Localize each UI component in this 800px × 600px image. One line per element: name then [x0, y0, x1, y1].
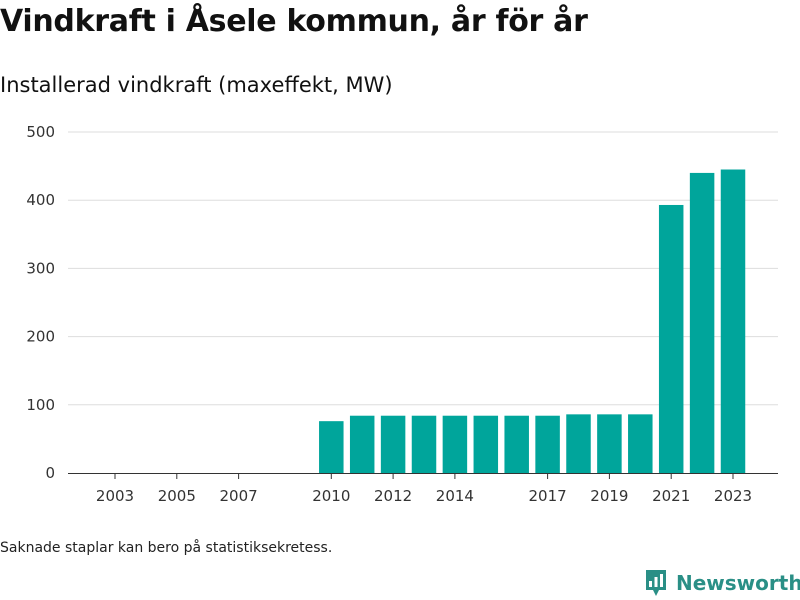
- bar-chart: 0 100 200 300 400 500 2003 2005 2007 2010 2012 2014…: [26, 123, 778, 505]
- y-tick-label: 200: [26, 328, 55, 346]
- bar: [380, 415, 406, 473]
- x-tick-label: 2003: [96, 487, 134, 505]
- bar: [720, 169, 746, 473]
- bar: [628, 414, 653, 473]
- y-tick-label: 300: [26, 259, 55, 277]
- y-tick-label: 0: [45, 464, 55, 482]
- bar: [689, 172, 715, 474]
- brand-logo: Newsworthy: [644, 568, 800, 598]
- bar: [473, 415, 499, 473]
- bar: [442, 415, 468, 473]
- y-tick-label: 400: [26, 191, 55, 209]
- bar-chart-pin-icon: [646, 570, 666, 596]
- chart-title: Vindkraft i Åsele kommun, år för år: [0, 4, 588, 39]
- bar: [535, 415, 560, 473]
- chart-subtitle: Installerad vindkraft (maxeffekt, MW): [0, 73, 393, 97]
- x-tick-label: 2014: [436, 487, 474, 505]
- y-tick-label: 500: [26, 123, 55, 141]
- x-tick-label: 2017: [529, 487, 567, 505]
- bar: [504, 415, 529, 473]
- bar: [349, 415, 375, 473]
- y-tick-label: 100: [26, 396, 55, 414]
- x-tick-label: 2012: [374, 487, 412, 505]
- bar: [411, 415, 437, 473]
- bar: [597, 414, 622, 473]
- x-tick-label: 2005: [158, 487, 196, 505]
- bar: [658, 204, 684, 473]
- x-tick-label: 2010: [312, 487, 350, 505]
- footnote: Saknade staplar kan bero på statistiksek…: [0, 540, 333, 556]
- x-tick-label: 2019: [590, 487, 628, 505]
- bar: [566, 414, 591, 473]
- bar: [319, 421, 344, 473]
- x-tick-label: 2023: [714, 487, 752, 505]
- x-tick-label: 2007: [220, 487, 258, 505]
- x-tick-label: 2021: [652, 487, 690, 505]
- brand-name: Newsworthy: [676, 571, 800, 595]
